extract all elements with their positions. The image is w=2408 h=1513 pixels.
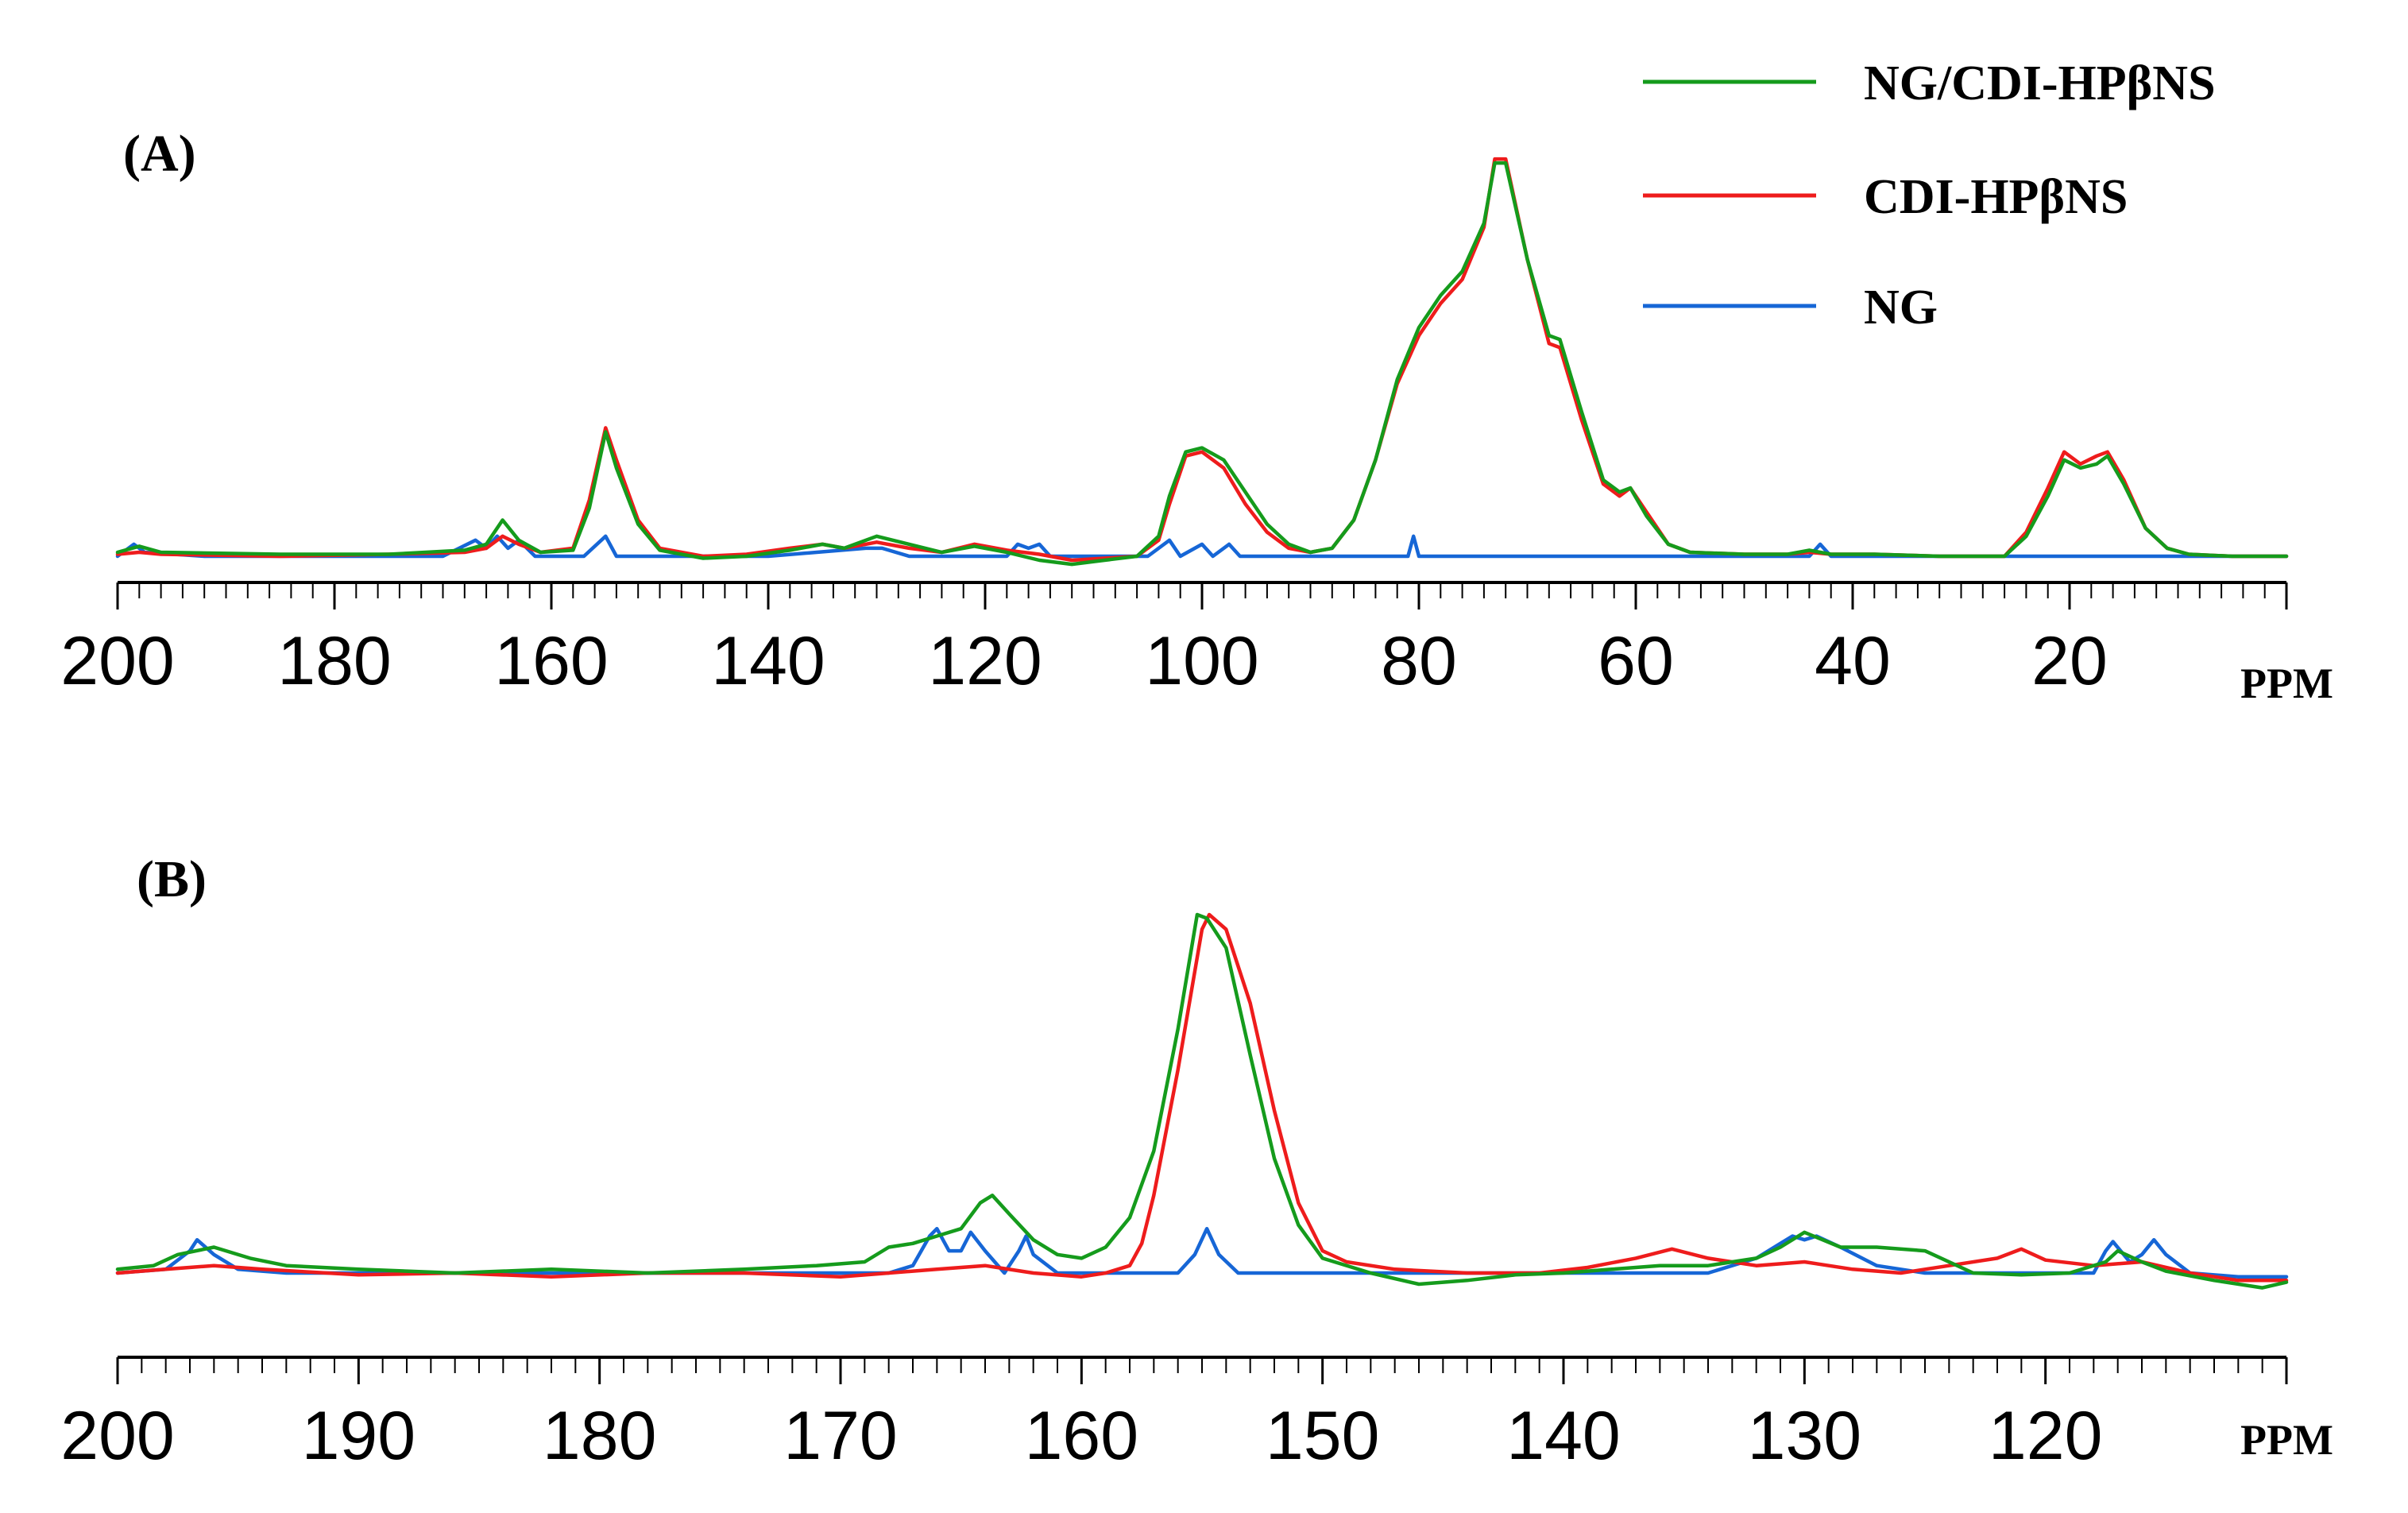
x-tick-label: 140: [711, 623, 825, 699]
plot-area: [115, 912, 2289, 1290]
legend-label: NG: [1864, 281, 1938, 335]
series-line-ng: [115, 534, 2289, 559]
x-tick-label: 100: [1145, 623, 1259, 699]
x-tick-label: 180: [543, 1398, 657, 1474]
x-tick-label: 150: [1266, 1398, 1380, 1474]
x-tick-label: 200: [60, 623, 175, 699]
x-tick-label: 60: [1598, 623, 1674, 699]
legend-item-ng-cdi-hpbns: NG/CDI-HPβNS: [1643, 56, 2216, 110]
x-tick-label: 80: [1381, 623, 1457, 699]
x-tick-label: 130: [1748, 1398, 1862, 1474]
legend: NG/CDI-HPβNS CDI-HPβNS NG: [1643, 56, 2216, 335]
spectrum-panel-a: (A) 200 180 160 140 120 100 80 60 40 20 PPM: [60, 125, 2333, 707]
legend-item-ng: NG: [1643, 281, 1938, 335]
x-tick-label: 120: [928, 623, 1042, 699]
series-line-ng-cdi-hp-ns: [115, 161, 2289, 567]
x-tick-label: 170: [783, 1398, 898, 1474]
x-tick-label: 20: [2031, 623, 2108, 699]
x-tick-label: 40: [1815, 623, 1891, 699]
x-tick-label: 160: [1025, 1398, 1139, 1474]
legend-label: NG/CDI-HPβNS: [1864, 56, 2216, 110]
x-tick-label: 200: [60, 1398, 175, 1474]
series-line-cdi-hp-ns: [115, 912, 2289, 1283]
x-axis-unit-label: PPM: [2240, 660, 2333, 707]
plot-area: [115, 157, 2289, 567]
x-axis-unit-label: PPM: [2240, 1416, 2333, 1464]
legend-label: CDI-HPβNS: [1864, 170, 2128, 224]
panel-label: (A): [123, 125, 196, 183]
series-line-ng-cdi-hp-ns: [115, 912, 2289, 1290]
x-tick-label: 120: [1989, 1398, 2103, 1474]
x-tick-label: 160: [494, 623, 609, 699]
x-tick-label: 140: [1506, 1398, 1621, 1474]
x-axis: 200 180 160 140 120 100 80 60 40 20: [60, 581, 2288, 699]
x-axis: 200 190 180 170 160 150 140 130 120: [60, 1356, 2288, 1474]
legend-item-cdi-hpbns: CDI-HPβNS: [1643, 170, 2128, 224]
x-tick-label: 180: [277, 623, 392, 699]
panel-label: (B): [137, 850, 207, 908]
x-tick-label: 190: [302, 1398, 416, 1474]
series-line-ng: [115, 1226, 2289, 1279]
spectrum-panel-b: (B) 200 190 180 170 160 150 140 130 120 PPM: [60, 850, 2333, 1474]
